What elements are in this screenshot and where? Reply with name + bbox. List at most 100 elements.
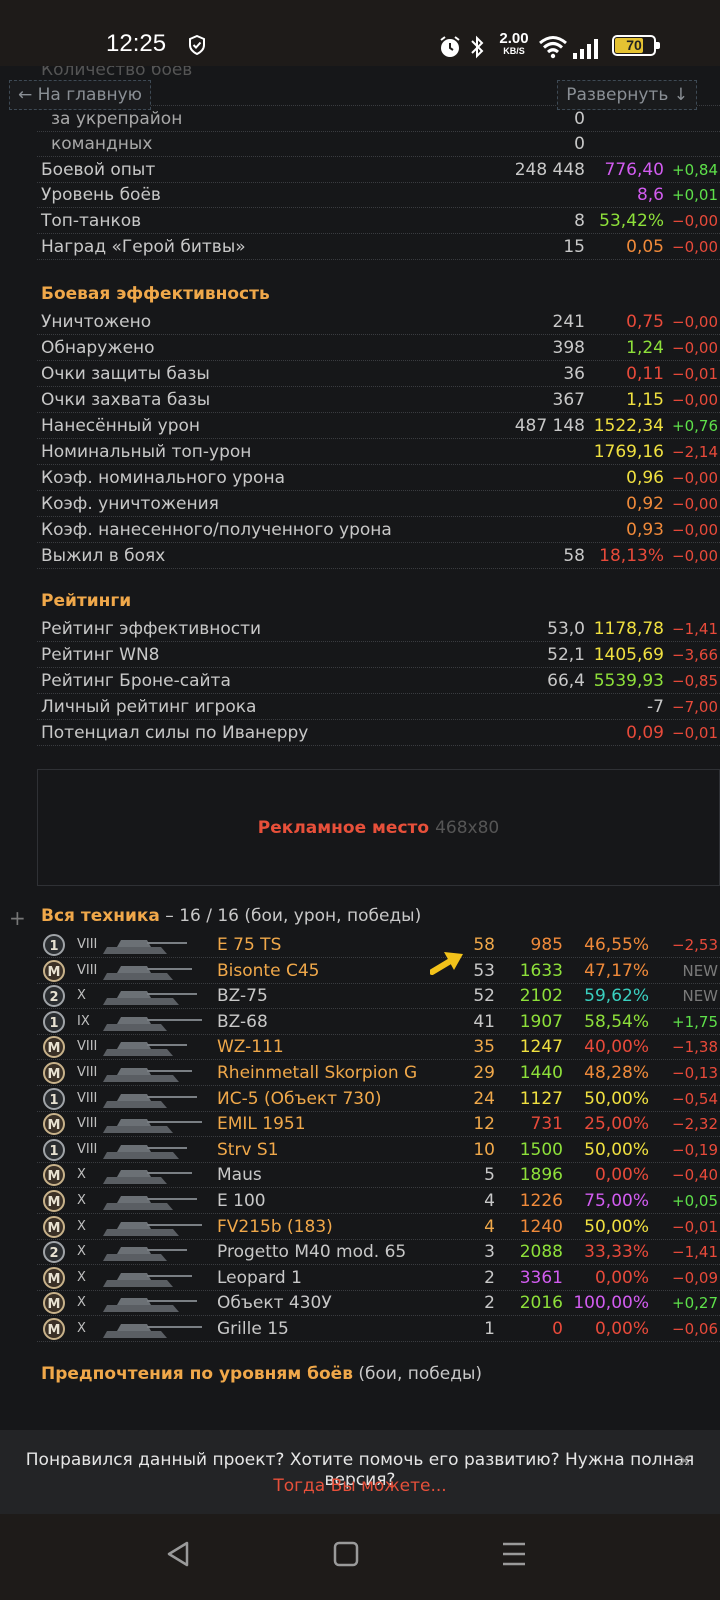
stat-delta: −0,00	[672, 237, 718, 256]
alarm-icon	[440, 36, 460, 57]
back-button[interactable]	[165, 1540, 191, 1572]
vehicle-tier: X	[77, 1321, 86, 1336]
stat-average: 1405,69	[593, 645, 664, 665]
vehicle-row[interactable]: M X FV215b (183) 4 1240 50,00% −0,01	[37, 1214, 720, 1240]
vehicle-battles: 35	[473, 1037, 495, 1058]
vehicle-row[interactable]: M X Объект 430У 2 2016 100,00% +0,27	[37, 1290, 720, 1317]
vehicle-row[interactable]: 1 VIII ИС-5 (Объект 730) 24 1127 50,00% −0,54	[37, 1086, 720, 1112]
menu-button[interactable]	[501, 1540, 527, 1572]
vehicle-name[interactable]: Объект 430У	[217, 1293, 332, 1314]
vehicle-row[interactable]: M VIII WZ-111 35 1247 40,00% −1,38	[37, 1034, 720, 1061]
vehicle-name[interactable]: Strv S1	[217, 1139, 279, 1160]
close-icon[interactable]: ×	[676, 1450, 692, 1471]
stat-average: 1178,78	[593, 619, 664, 639]
tank-silhouette-icon	[103, 1042, 187, 1057]
vehicle-battles: 3	[484, 1242, 495, 1263]
vehicle-name[interactable]: Grille 15	[217, 1319, 289, 1339]
stat-average: 0,09	[626, 723, 664, 743]
vehicle-row[interactable]: M X E 100 4 1226 75,00% +0,05	[37, 1188, 720, 1214]
tank-silhouette-icon	[103, 965, 192, 980]
vehicle-row[interactable]: M X Maus 5 1896 0,00% −0,40	[37, 1162, 720, 1189]
vehicle-name[interactable]: WZ-111	[217, 1037, 284, 1058]
vehicle-name[interactable]: Maus	[217, 1165, 262, 1186]
status-time: 12:25	[106, 30, 167, 57]
signal-icon	[573, 39, 598, 59]
vehicle-name[interactable]: BZ-75	[217, 986, 268, 1007]
vehicle-winrate: 48,28%	[584, 1063, 649, 1083]
vehicle-delta: −0,54	[672, 1089, 718, 1108]
stat-row: Наград «Герой битвы» 15 0,05 −0,00	[37, 234, 720, 260]
vehicle-name[interactable]: Bisonte C45	[217, 960, 320, 981]
vehicle-damage: 985	[530, 935, 563, 955]
ad-label: Рекламное место	[257, 817, 430, 838]
vehicle-delta: −0,09	[672, 1268, 718, 1287]
vehicle-name[interactable]: BZ-68	[217, 1011, 268, 1032]
stat-row: Коэф. номинального урона 0,96 −0,00	[37, 465, 720, 491]
section-vehicles: Вся техника – 16 / 16 (бои, урон, победы…	[41, 906, 422, 926]
vehicle-winrate: 33,33%	[584, 1242, 649, 1263]
vehicle-damage: 1226	[519, 1191, 563, 1211]
stat-row: командных 0	[37, 131, 720, 158]
vehicle-row[interactable]: M VIII Rheinmetall Skorpion G 29 1440 48,28% −…	[37, 1060, 720, 1086]
home-link[interactable]: ← На главную	[9, 80, 151, 110]
vehicle-row[interactable]: 1 IX BZ-68 41 1907 58,54% +1,75	[37, 1009, 720, 1035]
banner-link[interactable]: Тогда Вы можете...	[273, 1476, 447, 1496]
stat-delta: +0,01	[672, 186, 718, 205]
vehicle-delta: NEW	[682, 961, 718, 980]
stat-average: 0,93	[626, 520, 664, 540]
stat-delta: −0,01	[672, 365, 718, 383]
stat-label: Топ-танков	[41, 211, 142, 231]
battery-level	[615, 38, 643, 53]
vehicle-row[interactable]: 2 X BZ-75 52 2102 59,62% NEW	[37, 983, 720, 1010]
vehicle-name[interactable]: Progetto M40 mod. 65	[217, 1242, 407, 1263]
stat-delta: −1,41	[672, 620, 718, 638]
tank-silhouette-icon	[103, 1068, 192, 1082]
vehicle-row[interactable]: 2 X Progetto M40 mod. 65 3 2088 33,33% −1,41	[37, 1239, 720, 1266]
vehicle-row[interactable]: 1 VIII Strv S1 10 1500 50,00% −0,19	[37, 1137, 720, 1163]
stat-average: 0,11	[626, 364, 664, 384]
stat-label: Коэф. нанесенного/полученного урона	[41, 520, 392, 540]
vehicle-name[interactable]: Leopard 1	[217, 1267, 302, 1288]
svg-text:2: 2	[49, 1246, 58, 1261]
home-button[interactable]	[333, 1540, 359, 1572]
expand-button[interactable]: Развернуть ↓	[557, 80, 697, 110]
tank-silhouette-icon	[103, 1016, 202, 1031]
svg-text:1: 1	[49, 1093, 58, 1108]
stat-total: 66,4	[547, 671, 585, 691]
vehicle-damage: 1440	[519, 1063, 563, 1083]
stat-average: 0,96	[626, 468, 664, 488]
stat-delta: −0,00	[672, 469, 718, 487]
vehicle-name[interactable]: E 100	[217, 1191, 266, 1211]
stat-total: 58	[563, 546, 585, 566]
ad-size: 468x80	[435, 817, 500, 838]
stat-label: Рейтинг эффективности	[41, 619, 262, 639]
vehicle-row[interactable]: 1 VIII E 75 TS 58 985 46,55% −2,53	[37, 932, 720, 958]
vehicle-damage: 1240	[519, 1216, 563, 1237]
vehicle-name[interactable]: E 75 TS	[217, 935, 282, 955]
vehicle-winrate: 75,00%	[584, 1191, 649, 1211]
vehicle-row[interactable]: M X Grille 15 1 0 0,00% −0,06	[37, 1316, 720, 1342]
vehicle-row[interactable]: M VIII Bisonte C45 53 1633 47,17% NEW	[37, 958, 720, 984]
vehicle-name[interactable]: Rheinmetall Skorpion G	[217, 1063, 418, 1083]
section-ratings: Рейтинги	[41, 591, 132, 611]
mastery-badge-icon: M	[43, 1164, 65, 1187]
vehicle-row[interactable]: M VIII EMIL 1951 12 731 25,00% −2,32	[37, 1111, 720, 1138]
vehicle-name[interactable]: ИС-5 (Объект 730)	[217, 1088, 382, 1109]
vehicle-row[interactable]: M X Leopard 1 2 3361 0,00% −0,09	[37, 1265, 720, 1291]
vehicle-name[interactable]: EMIL 1951	[217, 1114, 306, 1135]
stat-delta: −0,85	[672, 672, 718, 690]
vehicle-delta: −1,41	[672, 1243, 718, 1262]
vehicle-name[interactable]: FV215b (183)	[217, 1216, 333, 1237]
section-tier-preferences: Предпочтения по уровням боёв (бои, побед…	[41, 1364, 483, 1384]
expand-vehicles-toggle[interactable]: +	[9, 906, 26, 930]
ad-placeholder: Рекламное место 468x80	[37, 769, 720, 886]
stat-average: 1522,34	[593, 416, 664, 436]
stat-delta: −3,66	[672, 646, 718, 664]
svg-text:M: M	[48, 1297, 61, 1312]
vehicle-battles: 1	[484, 1319, 495, 1339]
stat-average: 5539,93	[593, 671, 664, 691]
stat-average: -7	[647, 697, 664, 717]
stat-row: Коэф. нанесенного/полученного урона 0,93−…	[37, 517, 720, 543]
vehicle-winrate: 0,00%	[594, 1319, 649, 1339]
section-combat-efficiency: Боевая эффективность	[41, 284, 270, 304]
